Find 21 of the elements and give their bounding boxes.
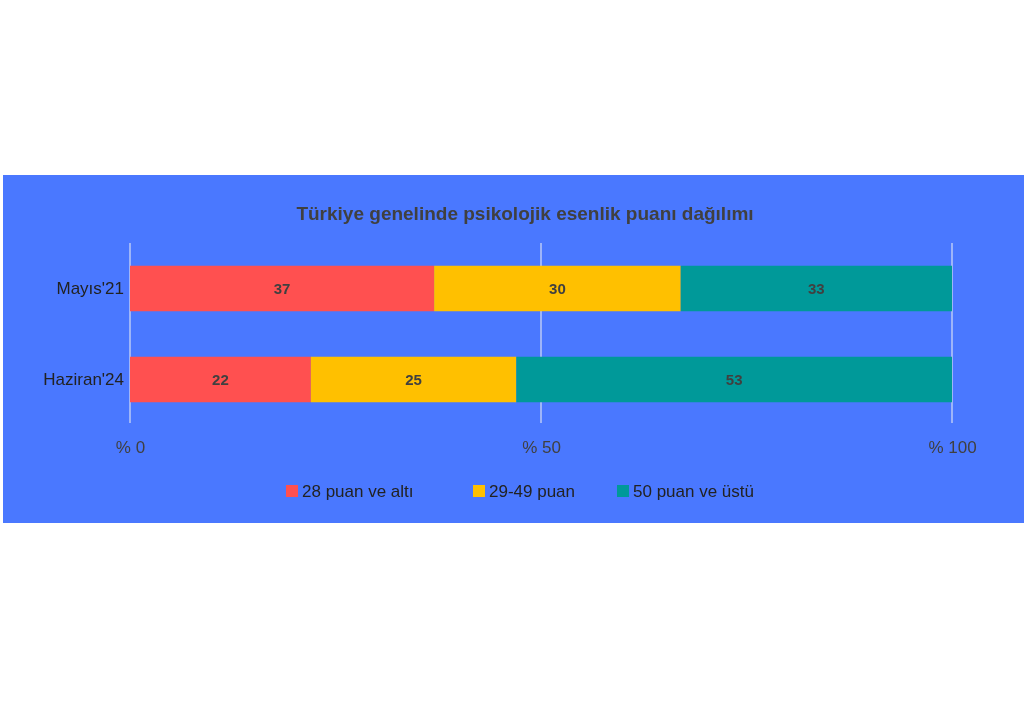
data-label: 30 [549,279,566,297]
bar [680,265,952,312]
legend-label: 50 puan ve üstü [633,481,754,501]
data-label: 53 [725,370,743,388]
bar [130,356,311,403]
chart-title: Türkiye genelinde psikolojik esenlik puanı dağılımı [296,203,754,224]
bar [434,265,681,312]
x-tick-label: % 50 [522,438,561,458]
y-tick-label: Haziran'24 [43,369,124,389]
legend-label: 28 puan ve altı [302,481,414,501]
bar [516,356,952,403]
data-label: 22 [212,370,229,388]
bar [310,356,517,403]
x-tick-label: % 0 [115,438,146,458]
data-label: 25 [405,370,422,388]
legend-label: 29-49 puan [489,481,576,501]
x-tick-label: % 100 [928,438,977,458]
bar [130,265,435,312]
data-label: 33 [808,279,825,297]
y-tick-label: Mayıs'21 [56,278,124,298]
data-label: 37 [273,279,291,297]
